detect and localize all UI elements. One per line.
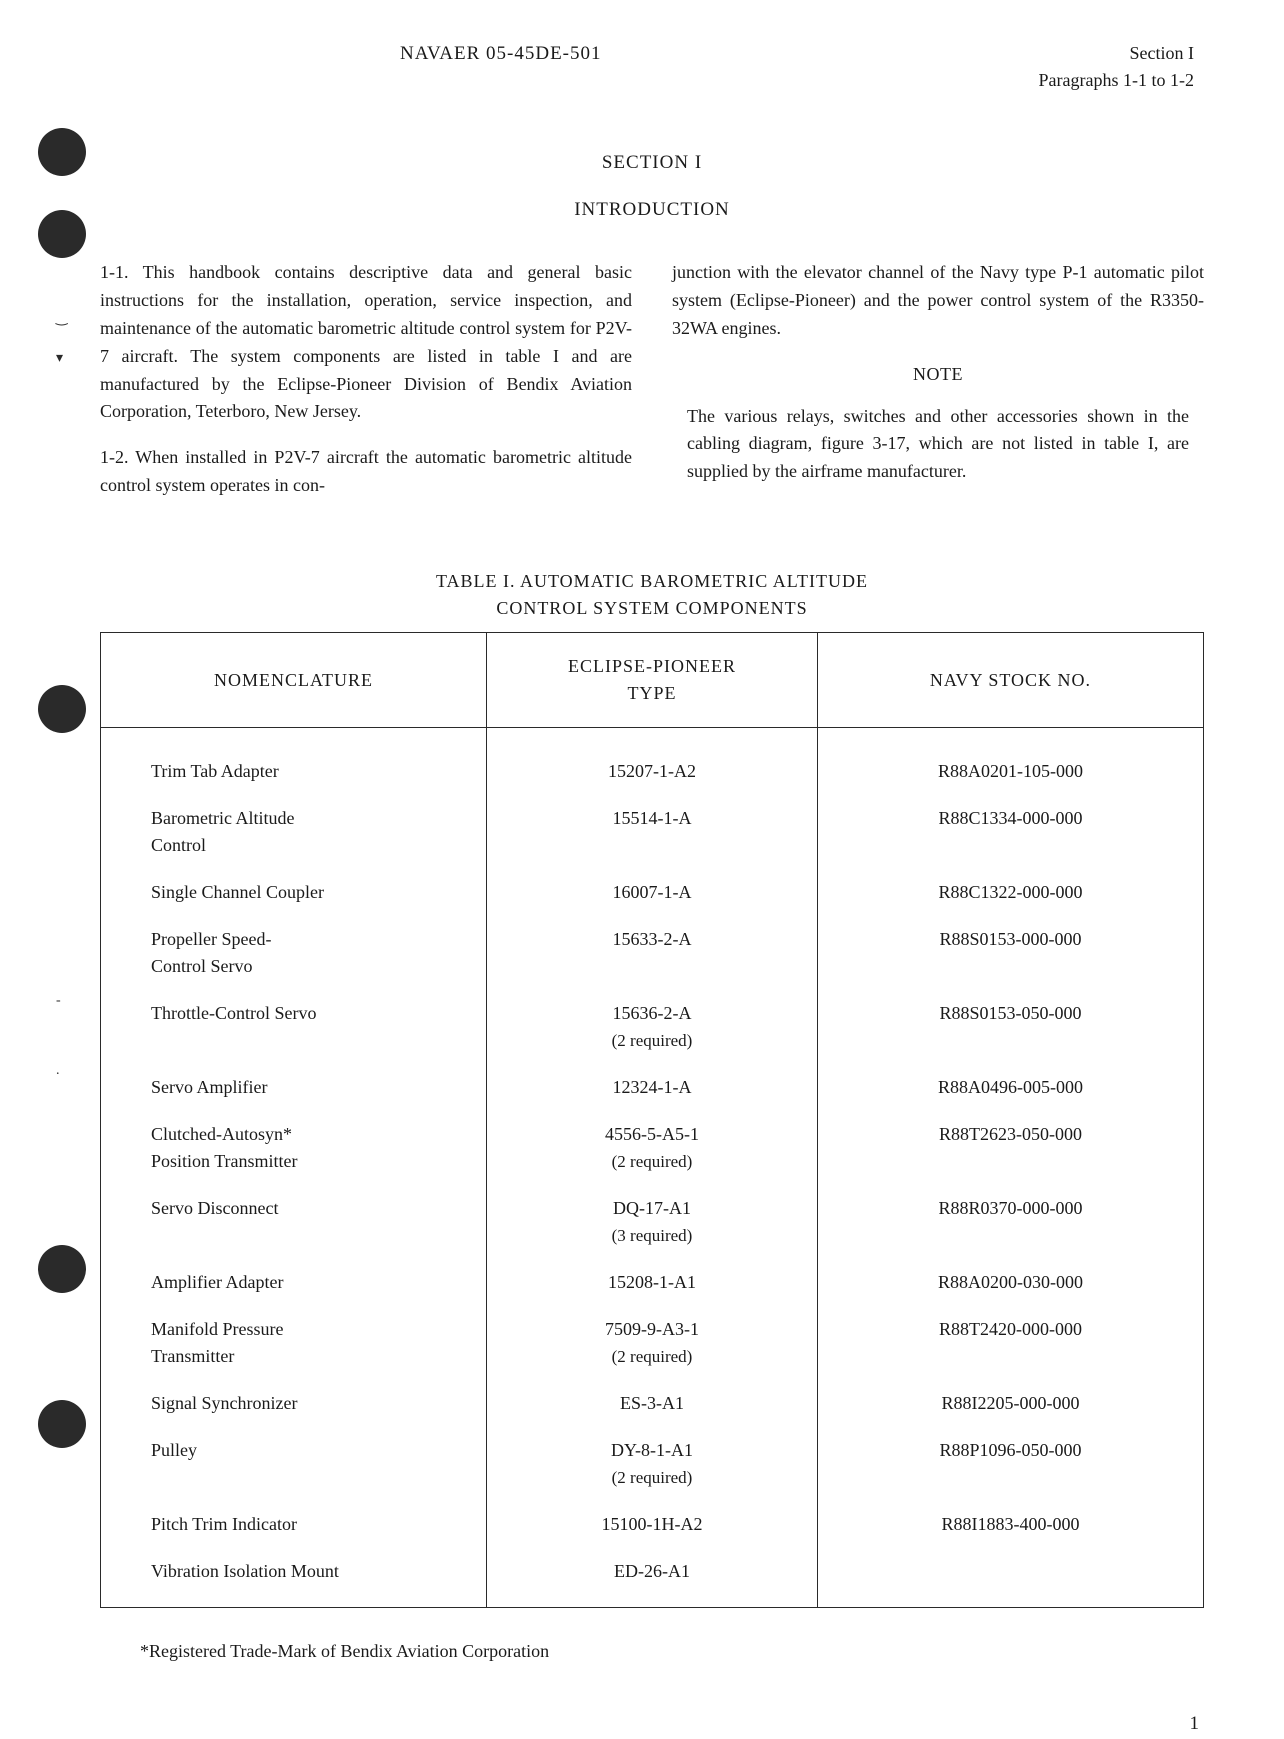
section-subheading: INTRODUCTION	[100, 196, 1204, 225]
footnote: *Registered Trade-Mark of Bendix Aviatio…	[100, 1638, 1204, 1665]
cell-type: 16007-1-A	[487, 869, 818, 916]
mark: .	[56, 1060, 60, 1081]
left-column: 1-1. This handbook contains descriptive …	[100, 259, 632, 518]
column-header-nomenclature: NOMENCLATURE	[101, 633, 487, 728]
cell-stock: R88R0370-000-000	[817, 1185, 1203, 1259]
cell-stock: R88S0153-000-000	[817, 916, 1203, 990]
cell-stock: R88C1322-000-000	[817, 869, 1203, 916]
mark: ‿	[56, 308, 67, 329]
header-right: Section I Paragraphs 1-1 to 1-2	[1039, 40, 1194, 94]
mark: -	[56, 990, 61, 1011]
table-row: Single Channel Coupler16007-1-AR88C1322-…	[101, 869, 1204, 916]
punch-hole	[38, 1245, 86, 1293]
cell-stock: R88C1334-000-000	[817, 795, 1203, 869]
table-row: Amplifier Adapter15208-1-A1R88A0200-030-…	[101, 1259, 1204, 1306]
cell-stock: R88I1883-400-000	[817, 1501, 1203, 1548]
cell-stock: R88A0200-030-000	[817, 1259, 1203, 1306]
cell-nomenclature: Servo Amplifier	[101, 1064, 487, 1111]
paragraph-range: Paragraphs 1-1 to 1-2	[1039, 67, 1194, 94]
table-row: Trim Tab Adapter15207-1-A2R88A0201-105-0…	[101, 728, 1204, 796]
table-row: Pitch Trim Indicator15100-1H-A2R88I1883-…	[101, 1501, 1204, 1548]
right-column: junction with the elevator channel of th…	[672, 259, 1204, 518]
table-row: Vibration Isolation MountED-26-A1	[101, 1548, 1204, 1608]
cell-type: 15207-1-A2	[487, 728, 818, 796]
page-number: 1	[100, 1710, 1204, 1739]
cell-type: ED-26-A1	[487, 1548, 818, 1608]
mark: ▾	[56, 348, 63, 369]
section-label: Section I	[1039, 40, 1194, 67]
cell-type: 15633-2-A	[487, 916, 818, 990]
cell-nomenclature: Single Channel Coupler	[101, 869, 487, 916]
paragraph-1-2-end: junction with the elevator channel of th…	[672, 259, 1204, 343]
table-row: Servo DisconnectDQ-17-A1(3 required)R88R…	[101, 1185, 1204, 1259]
cell-nomenclature: Manifold PressureTransmitter	[101, 1306, 487, 1380]
cell-nomenclature: Propeller Speed-Control Servo	[101, 916, 487, 990]
cell-nomenclature: Pitch Trim Indicator	[101, 1501, 487, 1548]
cell-nomenclature: Barometric AltitudeControl	[101, 795, 487, 869]
cell-type: 4556-5-A5-1(2 required)	[487, 1111, 818, 1185]
cell-stock: R88S0153-050-000	[817, 990, 1203, 1064]
cell-nomenclature: Vibration Isolation Mount	[101, 1548, 487, 1608]
column-header-stock: NAVY STOCK NO.	[817, 633, 1203, 728]
table-title-line1: TABLE I. AUTOMATIC BAROMETRIC ALTITUDE	[436, 571, 868, 591]
cell-stock: R88I2205-000-000	[817, 1380, 1203, 1427]
cell-nomenclature: Clutched-Autosyn*Position Transmitter	[101, 1111, 487, 1185]
cell-stock: R88T2420-000-000	[817, 1306, 1203, 1380]
cell-type: ES-3-A1	[487, 1380, 818, 1427]
page-header: NAVAER 05-45DE-501 Section I Paragraphs …	[100, 40, 1204, 94]
section-heading: SECTION I	[100, 149, 1204, 178]
table-row: PulleyDY-8-1-A1(2 required)R88P1096-050-…	[101, 1427, 1204, 1501]
cell-nomenclature: Signal Synchronizer	[101, 1380, 487, 1427]
table-row: Manifold PressureTransmitter7509-9-A3-1(…	[101, 1306, 1204, 1380]
column-header-type: ECLIPSE-PIONEER TYPE	[487, 633, 818, 728]
cell-type: 15208-1-A1	[487, 1259, 818, 1306]
cell-nomenclature: Pulley	[101, 1427, 487, 1501]
table-row: Clutched-Autosyn*Position Transmitter455…	[101, 1111, 1204, 1185]
cell-nomenclature: Trim Tab Adapter	[101, 728, 487, 796]
cell-stock: R88P1096-050-000	[817, 1427, 1203, 1501]
table-row: Throttle-Control Servo15636-2-A(2 requir…	[101, 990, 1204, 1064]
punch-hole	[38, 1400, 86, 1448]
table-title-line2: CONTROL SYSTEM COMPONENTS	[496, 598, 807, 618]
cell-stock: R88A0201-105-000	[817, 728, 1203, 796]
components-table: NOMENCLATURE ECLIPSE-PIONEER TYPE NAVY S…	[100, 632, 1204, 1608]
note-text: The various relays, switches and other a…	[672, 403, 1204, 487]
cell-type: 15636-2-A(2 required)	[487, 990, 818, 1064]
cell-type: 15100-1H-A2	[487, 1501, 818, 1548]
note-label: NOTE	[672, 361, 1204, 389]
punch-hole	[38, 210, 86, 258]
table-row: Servo Amplifier12324-1-AR88A0496-005-000	[101, 1064, 1204, 1111]
cell-nomenclature: Servo Disconnect	[101, 1185, 487, 1259]
cell-type: DQ-17-A1(3 required)	[487, 1185, 818, 1259]
punch-hole	[38, 128, 86, 176]
doc-number: NAVAER 05-45DE-501	[400, 40, 602, 94]
paragraph-1-1: 1-1. This handbook contains descriptive …	[100, 259, 632, 426]
cell-type: 7509-9-A3-1(2 required)	[487, 1306, 818, 1380]
table-row: Propeller Speed-Control Servo15633-2-AR8…	[101, 916, 1204, 990]
cell-nomenclature: Throttle-Control Servo	[101, 990, 487, 1064]
paragraph-1-2-start: 1-2. When installed in P2V-7 aircraft th…	[100, 444, 632, 500]
table-title: TABLE I. AUTOMATIC BAROMETRIC ALTITUDE C…	[100, 568, 1204, 622]
cell-stock: R88T2623-050-000	[817, 1111, 1203, 1185]
table-row: Barometric AltitudeControl15514-1-AR88C1…	[101, 795, 1204, 869]
punch-hole	[38, 685, 86, 733]
cell-type: 15514-1-A	[487, 795, 818, 869]
cell-nomenclature: Amplifier Adapter	[101, 1259, 487, 1306]
cell-stock	[817, 1548, 1203, 1608]
cell-type: DY-8-1-A1(2 required)	[487, 1427, 818, 1501]
table-row: Signal SynchronizerES-3-A1R88I2205-000-0…	[101, 1380, 1204, 1427]
cell-stock: R88A0496-005-000	[817, 1064, 1203, 1111]
cell-type: 12324-1-A	[487, 1064, 818, 1111]
body-columns: 1-1. This handbook contains descriptive …	[100, 259, 1204, 518]
